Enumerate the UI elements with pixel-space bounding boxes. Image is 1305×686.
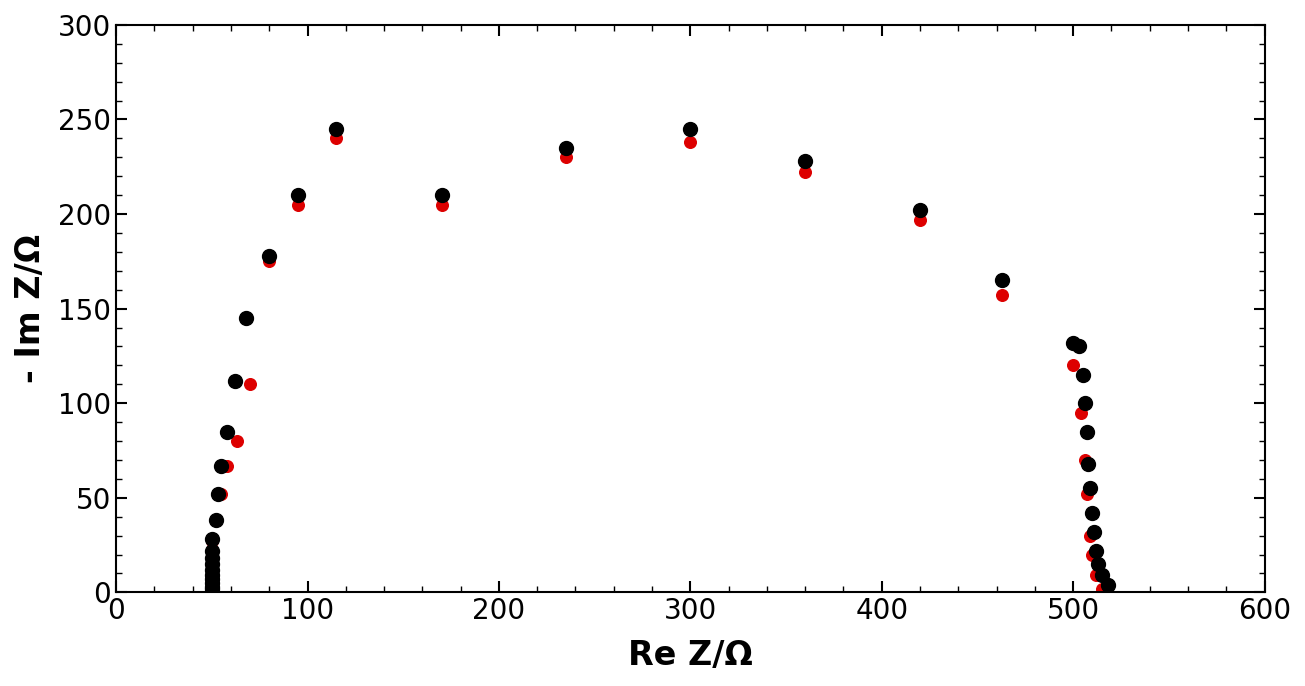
Point <box>1074 398 1095 409</box>
Point <box>326 123 347 134</box>
Point <box>1083 526 1104 537</box>
Point <box>1069 341 1090 352</box>
Point <box>1081 530 1101 541</box>
Point <box>258 256 279 267</box>
Point <box>224 375 245 386</box>
Point <box>236 313 257 324</box>
Point <box>1081 483 1101 494</box>
X-axis label: Re Z/Ω: Re Z/Ω <box>628 639 753 672</box>
Point <box>1091 570 1112 581</box>
Point <box>1086 570 1107 581</box>
Point <box>287 199 308 210</box>
Point <box>1098 579 1118 590</box>
Point <box>431 189 452 200</box>
Point <box>217 426 238 437</box>
Point <box>211 488 232 499</box>
Point <box>226 436 247 447</box>
Point <box>992 290 1013 301</box>
Point <box>201 545 222 556</box>
Point <box>201 578 222 589</box>
Point <box>1082 549 1103 560</box>
Point <box>795 156 816 167</box>
Point <box>326 133 347 144</box>
Point <box>211 460 232 471</box>
Point <box>1082 508 1103 519</box>
Point <box>201 558 222 569</box>
Point <box>680 123 701 134</box>
Point <box>201 579 222 590</box>
Point <box>1062 338 1083 348</box>
Point <box>201 576 222 587</box>
Point <box>910 214 930 225</box>
Point <box>1087 558 1108 569</box>
Point <box>258 250 279 261</box>
Point <box>201 583 222 594</box>
Point <box>556 143 577 154</box>
Point <box>201 564 222 575</box>
Point <box>201 570 222 581</box>
Point <box>556 152 577 163</box>
Point <box>1091 583 1112 594</box>
Point <box>207 488 228 499</box>
Point <box>201 553 222 564</box>
Point <box>201 570 222 581</box>
Point <box>201 536 222 547</box>
Point <box>201 573 222 584</box>
Point <box>1078 458 1099 469</box>
Point <box>1062 360 1083 371</box>
Point <box>1077 426 1098 437</box>
Point <box>1070 407 1091 418</box>
Point <box>201 556 222 567</box>
Point <box>287 189 308 200</box>
Point <box>910 205 930 216</box>
Point <box>1077 488 1098 499</box>
Point <box>201 564 222 575</box>
Y-axis label: - Im Z/Ω: - Im Z/Ω <box>14 234 47 383</box>
Point <box>431 199 452 210</box>
Point <box>1074 454 1095 465</box>
Point <box>217 460 238 471</box>
Point <box>240 379 261 390</box>
Point <box>205 515 226 526</box>
Point <box>205 515 226 526</box>
Point <box>201 547 222 558</box>
Point <box>201 581 222 592</box>
Point <box>992 275 1013 286</box>
Point <box>795 167 816 178</box>
Point <box>201 583 222 594</box>
Point <box>1086 545 1107 556</box>
Point <box>201 534 222 545</box>
Point <box>1073 369 1094 380</box>
Point <box>680 137 701 147</box>
